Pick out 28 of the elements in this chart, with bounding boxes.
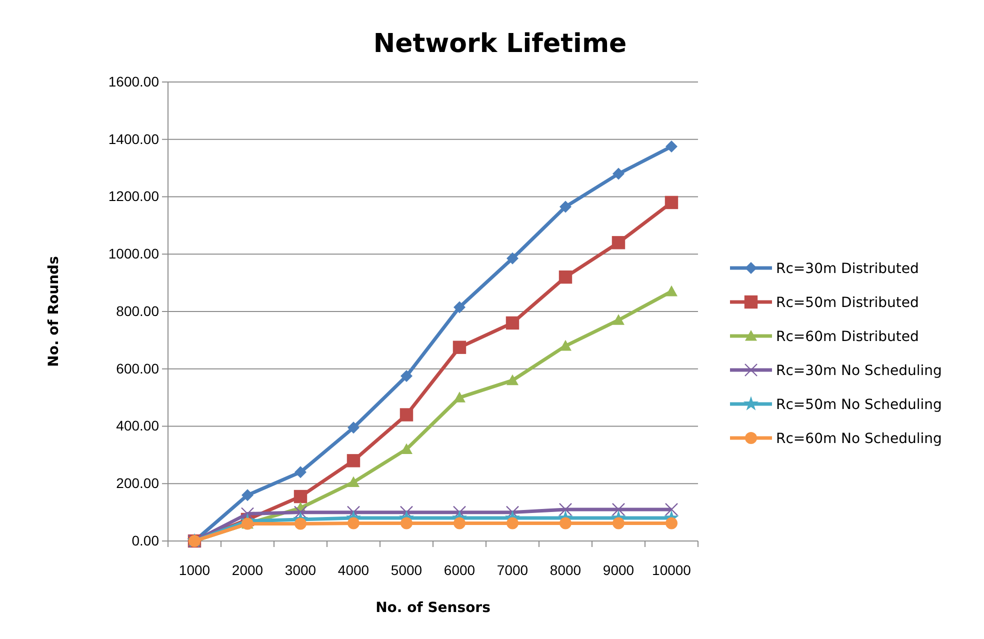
y-tick-label: 600.00 [116, 360, 160, 376]
x-tick-label: 10000 [652, 562, 692, 578]
x-tick-label: 7000 [496, 562, 528, 578]
x-tick-label: 6000 [444, 562, 476, 578]
x-tick-label: 4000 [338, 562, 370, 578]
y-tick-label: 1200.00 [108, 188, 160, 204]
y-tick-label: 1000.00 [108, 246, 160, 262]
legend-label: Rc=30m No Scheduling [776, 363, 942, 379]
x-tick-label: 9000 [602, 562, 634, 578]
y-tick-label: 1400.00 [108, 130, 160, 147]
y-tick-label: 800.00 [116, 302, 160, 319]
x-tick-label: 1000 [178, 562, 210, 578]
x-tick-label: 5000 [390, 562, 422, 578]
x-tick-label: 2000 [232, 562, 264, 578]
legend-label: Rc=60m Distributed [776, 329, 919, 345]
x-tick-label: 8000 [550, 562, 582, 578]
x-axis-title: No. of Sensors [376, 600, 490, 616]
legend-label: Rc=50m No Scheduling [776, 397, 942, 413]
legend-label: Rc=50m Distributed [776, 295, 919, 311]
y-tick-label: 400.00 [116, 418, 160, 434]
y-tick-label: 0.00 [132, 532, 160, 548]
chart-title: Network Lifetime [373, 29, 627, 59]
y-tick-label: 1600.00 [108, 73, 160, 90]
y-tick-label: 200.00 [116, 475, 160, 492]
y-axis-title: No. of Rounds [46, 256, 62, 367]
x-tick-label: 3000 [284, 562, 316, 578]
legend-label: Rc=30m Distributed [776, 261, 919, 277]
legend-label: Rc=60m No Scheduling [776, 431, 942, 447]
